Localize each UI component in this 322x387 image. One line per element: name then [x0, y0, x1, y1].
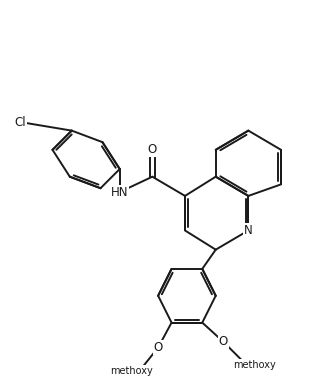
Text: methoxy: methoxy: [110, 366, 153, 376]
Text: O: O: [219, 335, 228, 348]
Text: HN: HN: [111, 185, 128, 199]
Text: N: N: [244, 224, 253, 237]
Text: Cl: Cl: [14, 116, 26, 129]
Text: methoxy: methoxy: [233, 360, 276, 370]
Text: O: O: [154, 341, 163, 354]
Text: O: O: [148, 143, 157, 156]
